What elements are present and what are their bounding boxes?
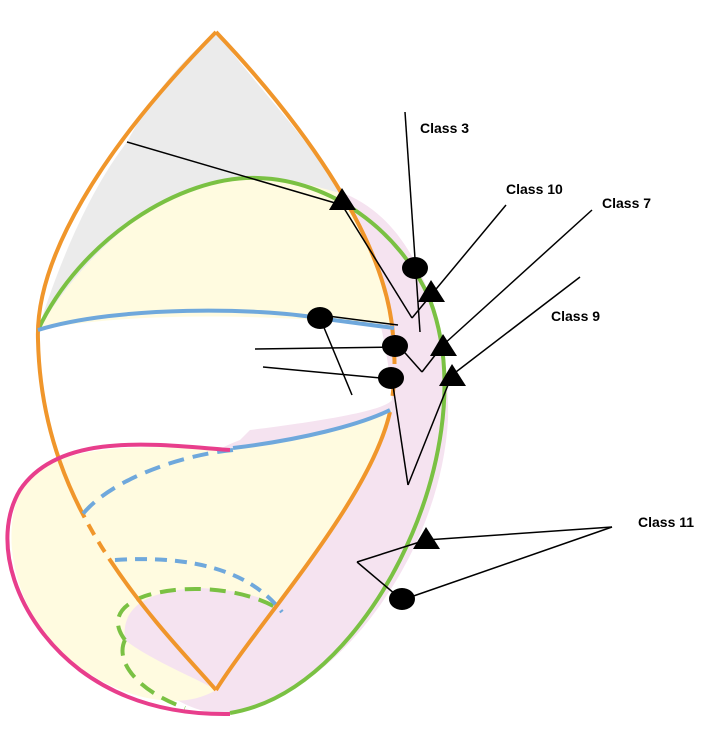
circle-marker: [307, 307, 333, 329]
yellow-region-lower: [11, 410, 393, 701]
triangle-marker: [329, 188, 356, 210]
gray-region: [38, 32, 340, 330]
leader-class11-a: [425, 526, 613, 541]
label-class9: Class 9: [551, 308, 600, 324]
circle-marker: [389, 588, 415, 610]
triangle-marker: [418, 280, 445, 302]
leader-class11-b: [401, 526, 613, 601]
leader-class9: [451, 276, 581, 376]
yellow-region-upper: [38, 177, 393, 330]
leader-lines: [126, 111, 613, 601]
pink-region-lower: [124, 588, 280, 690]
orange-curve-right-upper: [214, 30, 395, 336]
label-class7: Class 7: [602, 195, 651, 211]
orange-curve-left: [35, 30, 218, 692]
circle-marker: [402, 257, 428, 279]
label-class11: Class 11: [638, 514, 694, 530]
green-dashed-curve: [115, 586, 282, 642]
triangle-marker: [439, 364, 466, 386]
pink-curve: [5, 442, 231, 717]
circle-marker: [382, 335, 408, 357]
triangle-marker: [413, 527, 440, 549]
blue-curve-lower: [232, 408, 391, 450]
label-class10: Class 10: [506, 181, 563, 197]
markers: [307, 188, 466, 610]
blue-dashed-curve-lower: [114, 557, 284, 614]
green-dashed-curve-low: [120, 639, 186, 710]
leader-class7: [442, 209, 593, 346]
leader-class3: [404, 111, 421, 333]
blue-curve-upper: [37, 308, 395, 332]
orange-dash-segment: [79, 510, 113, 562]
circle-marker: [378, 367, 404, 389]
leader-gray-to-triangle: [126, 141, 343, 206]
blue-dashed-curve: [80, 448, 234, 517]
label-class3: Class 3: [420, 120, 469, 136]
orange-curve-right-lower: [214, 411, 392, 692]
triangle-marker: [430, 334, 457, 356]
